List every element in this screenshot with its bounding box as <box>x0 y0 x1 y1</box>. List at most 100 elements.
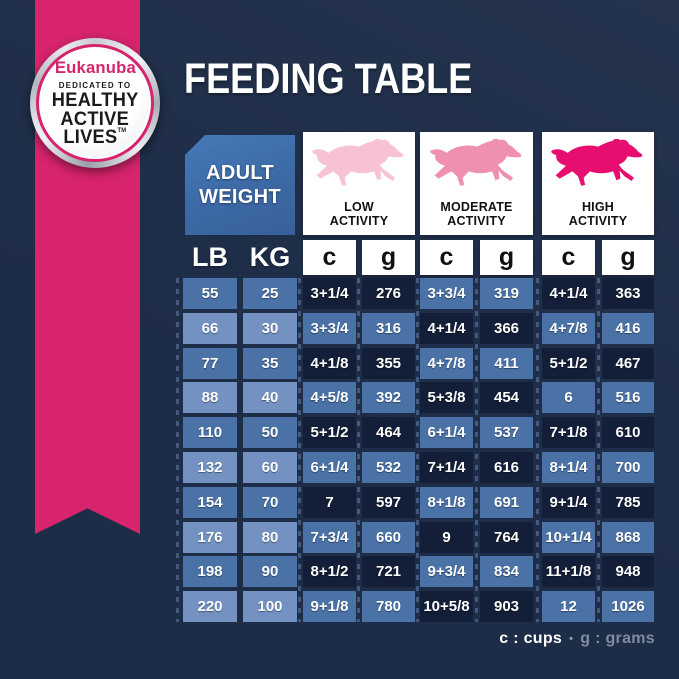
feeding-value-cell: 319 <box>480 278 533 309</box>
high-activity-label: HIGH ACTIVITY <box>568 200 628 228</box>
adult-weight-line1: ADULT <box>206 162 274 184</box>
table-row: 88 40 4+5/8 392 5+3/8 454 6 516 <box>183 382 655 414</box>
bullet-separator-icon: • <box>569 633 574 645</box>
weight-cell: 220 <box>183 591 237 623</box>
dashed-separator <box>475 278 478 622</box>
feeding-value-cell: 3+1/4 <box>303 278 356 309</box>
feeding-value-cell: 5+1/2 <box>303 417 356 449</box>
feeding-value-cell: 9 <box>420 521 473 553</box>
feeding-table: ADULT WEIGHT LOW ACTIVITY MODERATE ACTIV… <box>176 132 655 624</box>
weight-cell: 154 <box>183 486 237 518</box>
feeding-value-cell: 6+1/4 <box>420 417 473 449</box>
feeding-value-cell: 785 <box>602 486 654 518</box>
weight-cell: 30 <box>243 312 297 344</box>
dashed-separator <box>176 278 179 622</box>
unit-header-low-grams: g <box>362 240 415 275</box>
weight-cell: 66 <box>183 312 237 344</box>
unit-header-moderate-cups: c <box>420 240 473 275</box>
table-row: 110 50 5+1/2 464 6+1/4 537 7+1/8 610 <box>183 417 655 449</box>
feeding-value-cell: 532 <box>362 452 415 483</box>
feeding-value-cell: 5+3/8 <box>420 382 473 414</box>
feeding-value-cell: 537 <box>480 417 533 449</box>
weight-cell: 100 <box>243 591 297 623</box>
feeding-value-cell: 597 <box>362 486 415 518</box>
feeding-value-cell: 467 <box>602 347 654 379</box>
weight-cell: 110 <box>183 417 237 449</box>
feeding-value-cell: 4+1/4 <box>420 312 473 344</box>
feeding-value-cell: 4+1/8 <box>303 347 356 379</box>
feeding-value-cell: 6 <box>542 382 595 414</box>
dashed-separator <box>298 278 301 622</box>
running-dog-icon <box>551 139 643 186</box>
table-row: 77 35 4+1/8 355 4+7/8 411 5+1/2 467 <box>183 347 655 379</box>
weight-cell: 77 <box>183 347 237 379</box>
feeding-value-cell: 7 <box>303 486 356 518</box>
feeding-value-cell: 3+3/4 <box>303 312 356 344</box>
feeding-value-cell: 6+1/4 <box>303 452 356 483</box>
feeding-value-cell: 11+1/8 <box>542 556 595 588</box>
unit-header-high-cups: c <box>542 240 595 275</box>
feeding-value-cell: 10+5/8 <box>420 591 473 623</box>
feeding-value-cell: 660 <box>362 521 415 553</box>
adult-weight-line2: WEIGHT <box>199 186 281 208</box>
dashed-separator <box>536 278 539 622</box>
feeding-value-cell: 7+1/4 <box>420 452 473 483</box>
table-row: 198 90 8+1/2 721 9+3/4 834 11+1/8 948 <box>183 556 655 588</box>
feeding-value-cell: 355 <box>362 347 415 379</box>
brand-logo-text: Eukanuba <box>54 58 136 78</box>
brand-badge-face: Eukanuba DEDICATED TO HEALTHY ACTIVE LIV… <box>36 44 154 162</box>
feeding-value-cell: 764 <box>480 521 533 553</box>
feeding-value-cell: 10+1/4 <box>542 521 595 553</box>
table-row: 154 70 7 597 8+1/8 691 9+1/4 785 <box>183 486 655 518</box>
running-dog-icon <box>312 139 404 186</box>
weight-cell: 25 <box>243 278 297 309</box>
feeding-value-cell: 366 <box>480 312 533 344</box>
feeding-value-cell: 700 <box>602 452 654 483</box>
legend-cups: c : cups <box>499 630 563 647</box>
column-header-lb: LB <box>192 242 228 272</box>
page-title: FEEDING TABLE <box>184 55 473 103</box>
feeding-value-cell: 392 <box>362 382 415 414</box>
table-row: 66 30 3+3/4 316 4+1/4 366 4+7/8 416 <box>183 312 655 344</box>
feeding-value-cell: 691 <box>480 486 533 518</box>
dashed-separator <box>597 278 600 622</box>
feeding-value-cell: 12 <box>542 591 595 623</box>
feeding-value-cell: 3+3/4 <box>420 278 473 309</box>
feeding-value-cell: 8+1/8 <box>420 486 473 518</box>
weight-cell: 35 <box>243 347 297 379</box>
trademark-symbol: TM <box>117 128 127 135</box>
adult-weight-header: ADULT WEIGHT <box>185 135 295 235</box>
feeding-value-cell: 464 <box>362 417 415 449</box>
weight-cell: 70 <box>243 486 297 518</box>
brand-badge: Eukanuba DEDICATED TO HEALTHY ACTIVE LIV… <box>30 38 160 168</box>
feeding-value-cell: 7+3/4 <box>303 521 356 553</box>
feeding-value-cell: 416 <box>602 312 654 344</box>
feeding-value-cell: 5+1/2 <box>542 347 595 379</box>
weight-cell: 60 <box>243 452 297 483</box>
units-legend: c : cups • g : grams <box>499 630 655 648</box>
feeding-value-cell: 4+7/8 <box>420 347 473 379</box>
unit-header-high-grams: g <box>602 240 654 275</box>
running-dog-icon <box>429 139 521 186</box>
feeding-value-cell: 9+3/4 <box>420 556 473 588</box>
feeding-value-cell: 8+1/4 <box>542 452 595 483</box>
weight-cell: 176 <box>183 521 237 553</box>
legend-grams: g : grams <box>580 630 655 647</box>
feeding-value-cell: 834 <box>480 556 533 588</box>
moderate-activity-label: MODERATE ACTIVITY <box>440 200 513 228</box>
weight-cell: 50 <box>243 417 297 449</box>
unit-header-low-cups: c <box>303 240 356 275</box>
feeding-value-cell: 454 <box>480 382 533 414</box>
feeding-value-cell: 903 <box>480 591 533 623</box>
unit-header-moderate-grams: g <box>480 240 533 275</box>
table-row: 132 60 6+1/4 532 7+1/4 616 8+1/4 700 <box>183 452 655 483</box>
feeding-value-cell: 7+1/8 <box>542 417 595 449</box>
low-activity-label: LOW ACTIVITY <box>329 200 389 228</box>
feeding-value-cell: 316 <box>362 312 415 344</box>
weight-cell: 198 <box>183 556 237 588</box>
feeding-value-cell: 610 <box>602 417 654 449</box>
weight-cell: 55 <box>183 278 237 309</box>
table-row: 220 100 9+1/8 780 10+5/8 903 12 1026 <box>183 591 655 623</box>
feeding-value-cell: 411 <box>480 347 533 379</box>
